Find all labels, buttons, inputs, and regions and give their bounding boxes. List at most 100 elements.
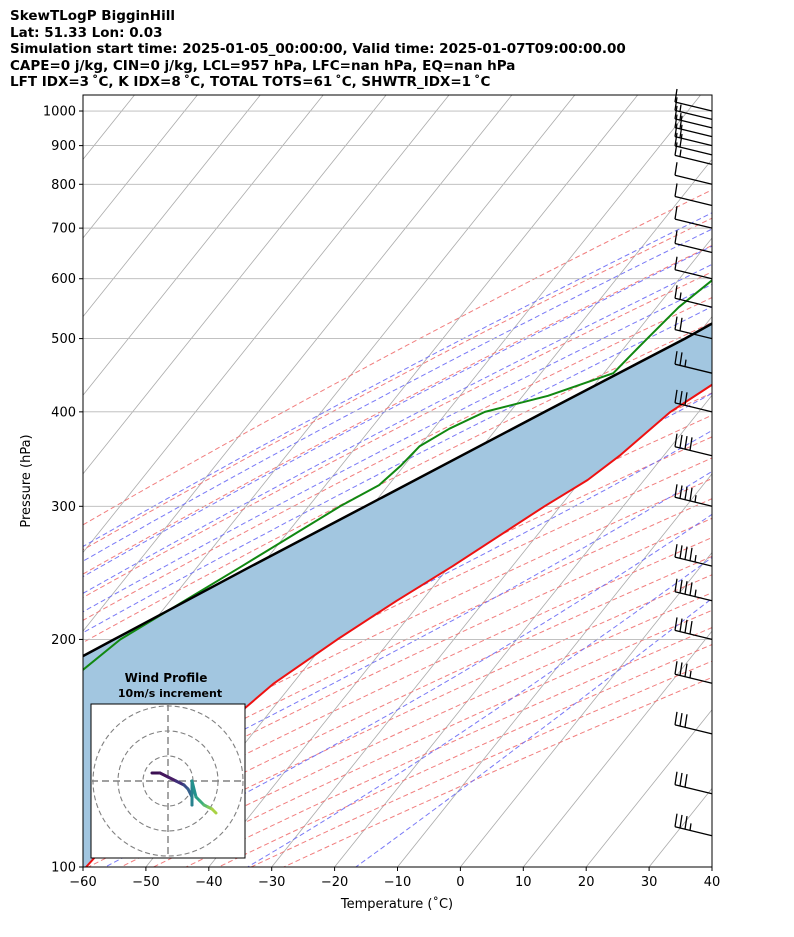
- y-axis-label: Pressure (hPa): [19, 434, 34, 527]
- wind-barb-halfflag: [684, 359, 687, 367]
- hodograph-trace: [190, 779, 198, 799]
- wind-barb-halfflag: [679, 112, 682, 121]
- wind-barb-flag: [674, 183, 678, 197]
- wind-barb-flag: [684, 619, 688, 633]
- wind-barb-flag: [689, 487, 693, 502]
- wind-barb-staff: [674, 328, 713, 340]
- x-tick-label: 10: [515, 875, 532, 890]
- wind-barb: [674, 389, 713, 413]
- wind-barb-flag: [684, 774, 688, 788]
- wind-barb-staff: [674, 629, 713, 641]
- wind-barb-flag: [679, 618, 683, 632]
- wind-barb-staff: [674, 402, 713, 413]
- moist-adiabat-line: [83, 429, 712, 762]
- wind-barb-staff: [674, 724, 713, 735]
- wind-barb: [674, 142, 713, 166]
- y-tick-label: 1000: [43, 105, 76, 120]
- wind-barb-flag: [674, 97, 678, 111]
- wind-barb-staff: [674, 826, 713, 837]
- wind-barb-staff: [674, 218, 713, 229]
- isotherm-line: [83, 95, 261, 318]
- wind-barb: [674, 316, 713, 340]
- wind-barb-flag: [689, 437, 693, 451]
- wind-barb-flag: [679, 662, 683, 676]
- moist-adiabat-line: [104, 513, 712, 867]
- y-tick-label: 800: [51, 178, 76, 193]
- hodograph-subtitle: 10m/s increment: [118, 687, 222, 700]
- wind-barb-flag: [679, 133, 683, 148]
- moist-adiabat-line: [83, 245, 712, 578]
- dry-adiabat-line: [83, 498, 712, 802]
- wind-barb-halfflag: [694, 495, 697, 503]
- wind-barbs: [674, 88, 713, 837]
- mixing-ratio-line: [786, 95, 794, 279]
- x-tick-label: −50: [132, 875, 159, 890]
- wind-barb-halfflag: [694, 554, 697, 563]
- x-tick-label: −20: [321, 875, 348, 890]
- dry-adiabat-line: [83, 321, 712, 644]
- wind-barb-flag: [684, 392, 688, 406]
- wind-barb-flag: [674, 771, 678, 785]
- wind-barb-staff: [674, 242, 713, 254]
- y-tick-label: 200: [51, 633, 76, 648]
- wind-barb-flag: [674, 285, 678, 299]
- wind-barb-staff: [674, 297, 713, 308]
- wind-barb: [674, 617, 713, 641]
- wind-barb-staff: [674, 556, 713, 567]
- wind-barb-flag: [674, 661, 678, 675]
- indices-line-2: LFT IDX=3 ˚C, K IDX=8 ˚C, TOTAL TOTS=61 …: [10, 74, 491, 90]
- wind-barb: [674, 88, 713, 112]
- dry-adiabat-line: [83, 457, 712, 765]
- wind-barb: [674, 97, 713, 120]
- wind-barb-flag: [674, 389, 678, 403]
- wind-barb: [674, 256, 713, 280]
- wind-barb-staff: [674, 496, 713, 507]
- wind-barb-flag: [674, 316, 678, 330]
- location-line: Lat: 51.33 Lon: 0.03: [10, 24, 163, 41]
- wind-barb-flag: [674, 813, 678, 827]
- wind-barb-flag: [679, 712, 683, 727]
- dewpoint-line: [83, 279, 712, 672]
- isotherm-line: [585, 709, 712, 867]
- dry-adiabat-line: [83, 537, 712, 837]
- wind-barb-flag: [674, 105, 678, 119]
- isotherm-line: [83, 95, 513, 632]
- cape-cin-fill: [83, 323, 712, 867]
- wind-barb-staff: [674, 269, 713, 280]
- x-tick-label: −10: [384, 875, 411, 890]
- wind-barb-halfflag: [679, 104, 682, 112]
- wind-barb-flag: [689, 582, 693, 596]
- wind-barb-flag: [684, 546, 688, 560]
- y-tick-label: 600: [51, 272, 76, 287]
- wind-barb: [674, 661, 713, 684]
- wind-barb-flag: [684, 663, 688, 677]
- hodograph-title: Wind Profile: [125, 671, 208, 685]
- wind-barb-flag: [674, 142, 678, 156]
- wind-barb-staff: [674, 784, 713, 795]
- wind-barb: [674, 771, 713, 795]
- wind-barb-flag: [674, 256, 678, 270]
- y-tick-label: 500: [51, 332, 76, 347]
- wind-barb-staff: [674, 145, 713, 156]
- wind-barb-halfflag: [694, 589, 697, 597]
- wind-barb-flag: [674, 578, 678, 592]
- dry-adiabat-line: [83, 271, 712, 599]
- moist-adiabat-line: [83, 470, 712, 814]
- x-tick-label: −30: [258, 875, 285, 890]
- wind-barb: [674, 183, 713, 207]
- isotherm-line: [522, 630, 712, 867]
- wind-barb: [674, 162, 713, 185]
- temperature-line: [85, 383, 712, 867]
- wind-barb-flag: [684, 486, 688, 500]
- wind-barb-flag: [684, 816, 688, 830]
- hodograph-trace: [210, 807, 218, 815]
- hodograph-plot: [91, 704, 245, 858]
- wind-barb-flag: [674, 617, 678, 631]
- isotherm-line: [334, 394, 712, 867]
- wind-barb-staff: [674, 101, 713, 112]
- wind-barb: [674, 351, 713, 374]
- isotherm-line: [711, 866, 712, 867]
- wind-barb-flag: [684, 581, 688, 595]
- isotherm-line: [460, 551, 712, 867]
